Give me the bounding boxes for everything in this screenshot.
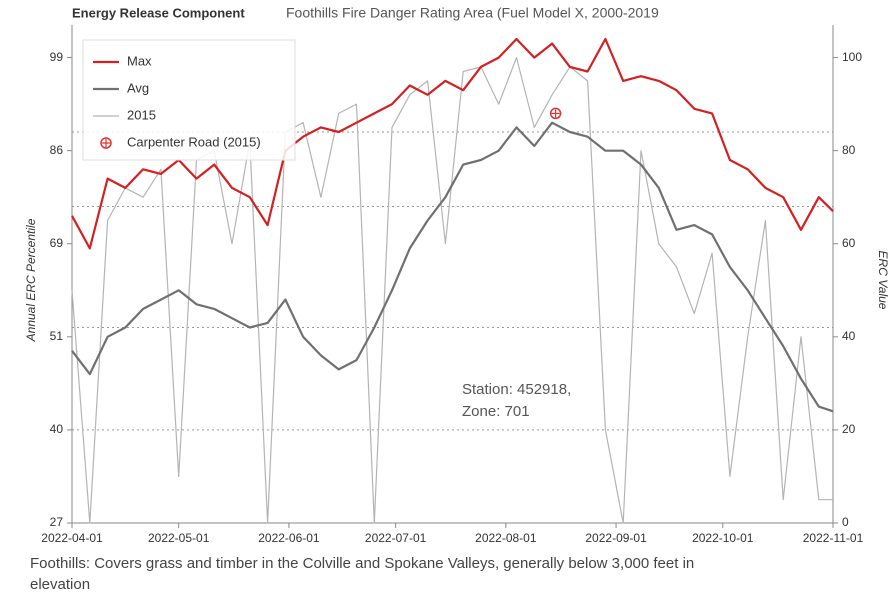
x-tick-label: 2022-07-01 <box>365 531 427 545</box>
y2-tick-label: 100 <box>842 50 862 64</box>
point-cross <box>551 109 560 118</box>
chart-subtitle: Foothills Fire Danger Rating Area (Fuel … <box>286 5 659 21</box>
legend-box <box>82 39 296 161</box>
x-tick-label: 2022-08-01 <box>475 531 537 545</box>
y-tick-label: 40 <box>50 422 64 436</box>
legend-swatch <box>102 139 110 147</box>
y-tick-label: 51 <box>50 329 64 343</box>
x-tick-label: 2022-05-01 <box>148 531 210 545</box>
x-tick-label: 2022-11-01 <box>803 531 864 545</box>
chart-title: Energy Release Component <box>72 5 245 20</box>
y2-tick-label: 0 <box>842 515 849 529</box>
y2-tick-label: 60 <box>842 236 856 250</box>
point-marker <box>549 107 562 120</box>
y2-axis-label: ERC Value <box>876 251 888 310</box>
legend-label: Carpenter Road (2015) <box>127 134 261 149</box>
y-tick-label: 27 <box>50 515 64 529</box>
series-line <box>71 37 834 250</box>
y-tick-label: 86 <box>50 143 64 157</box>
x-tick-label: 2022-09-01 <box>585 531 647 545</box>
x-tick-label: 2022-06-01 <box>258 531 320 545</box>
footer: elevation <box>30 576 90 593</box>
annotation: Station: 452918, <box>462 381 571 398</box>
y-axis-label: Annual ERC Percentile <box>24 218 38 342</box>
y-tick-label: 99 <box>50 50 64 64</box>
series-line <box>71 121 834 413</box>
x-tick-label: 2022-04-01 <box>41 531 103 545</box>
legend-label: Avg <box>127 80 149 95</box>
y-tick-label: 69 <box>50 236 64 250</box>
x-tick-label: 2022-10-01 <box>692 531 754 545</box>
legend-swatch <box>100 137 112 149</box>
y2-tick-label: 40 <box>842 329 856 343</box>
legend-label: Max <box>127 53 152 68</box>
footer: Foothills: Covers grass and timber in th… <box>30 555 694 572</box>
annotation: Zone: 701 <box>462 403 530 420</box>
legend-label: 2015 <box>127 107 156 122</box>
y2-tick-label: 20 <box>842 422 856 436</box>
y2-tick-label: 80 <box>842 143 856 157</box>
